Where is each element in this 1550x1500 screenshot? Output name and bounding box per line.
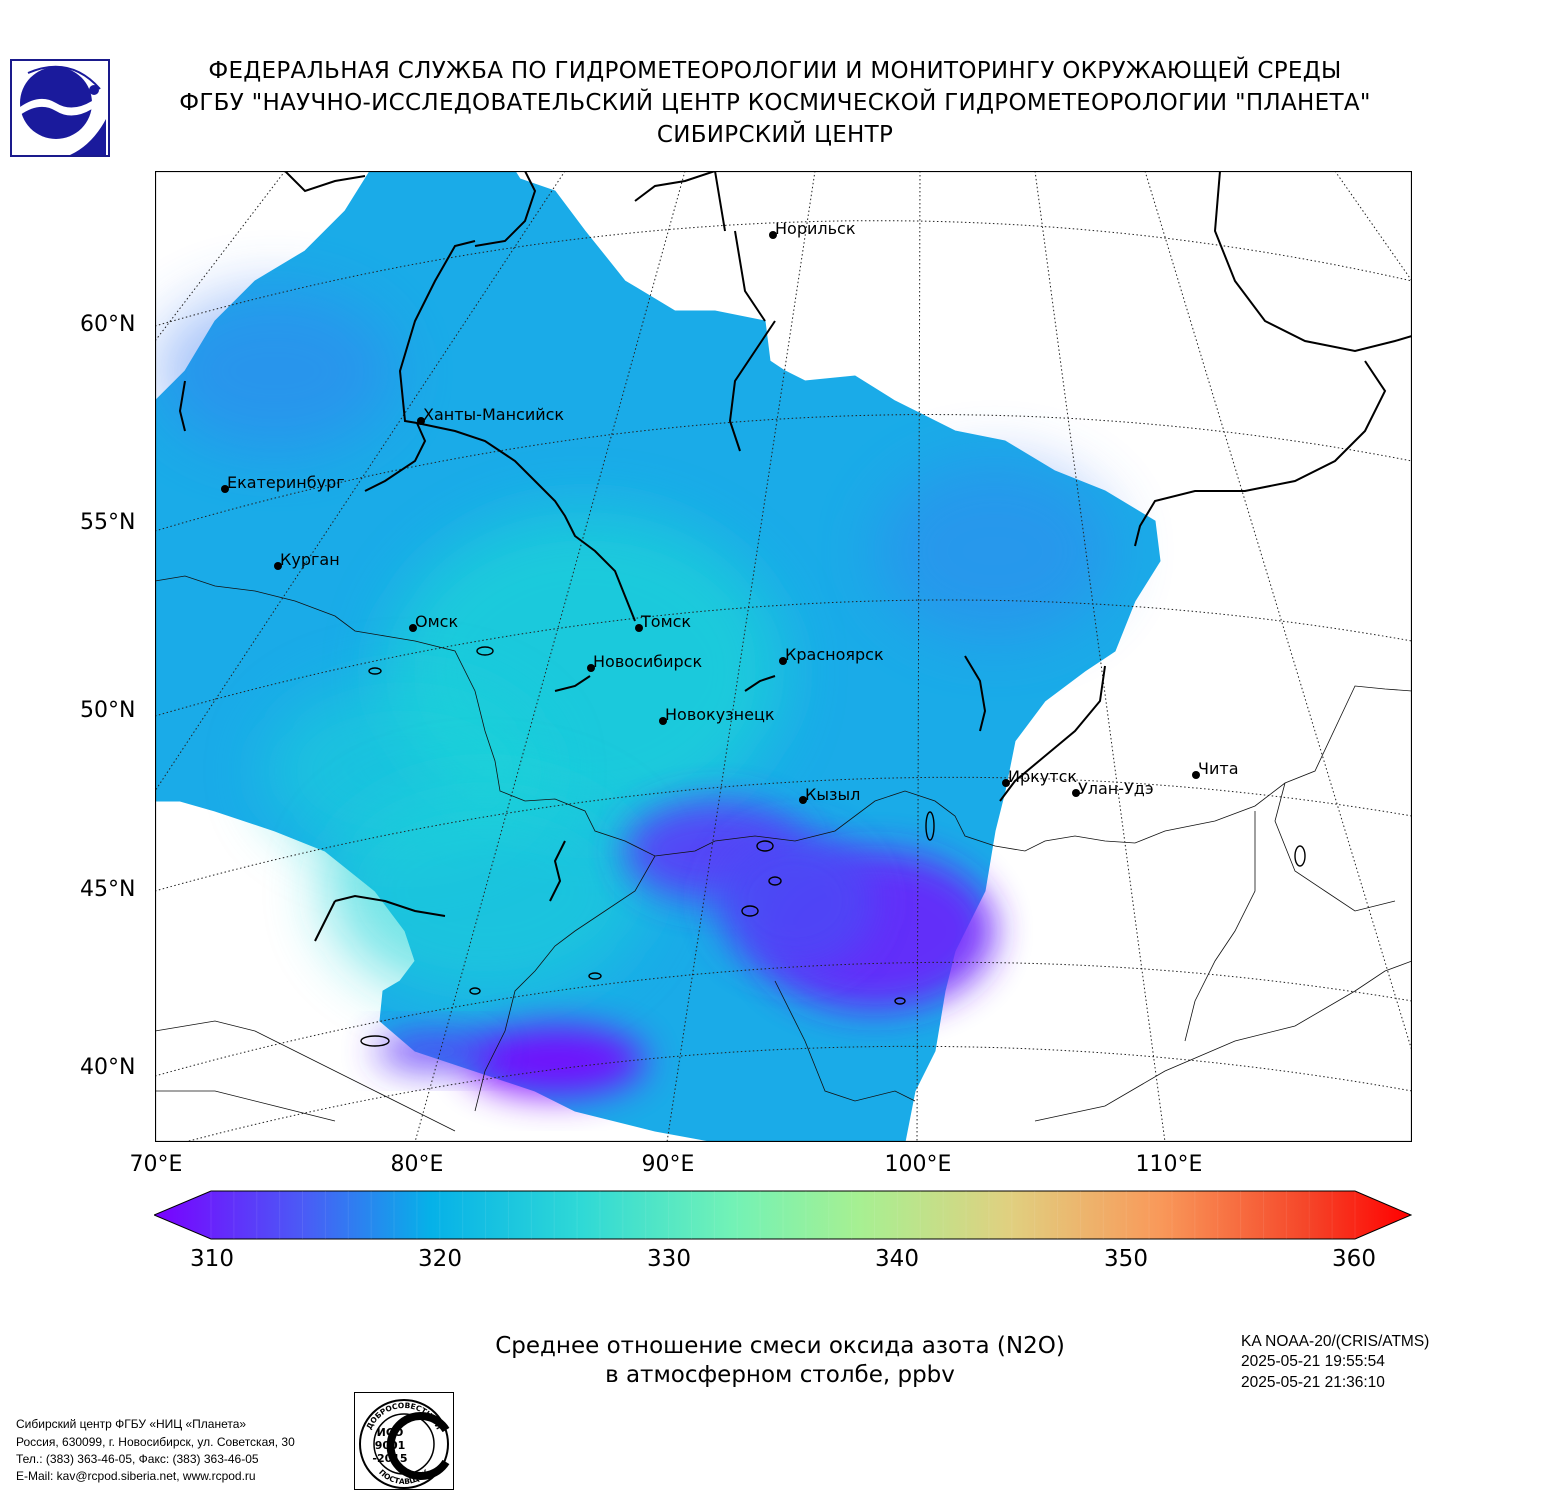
city-label: Чита bbox=[1198, 759, 1239, 778]
city-dot-ulan-ude bbox=[1072, 789, 1080, 797]
map-panel: Норильск Ханты-Мансийск Екатеринбург Кур… bbox=[154, 170, 1413, 1143]
caption-line-2: в атмосферном столбе, ppbv bbox=[605, 1362, 955, 1388]
colorbar-tick: 320 bbox=[418, 1246, 462, 1272]
satellite-time-end: 2025-05-21 21:36:10 bbox=[1241, 1374, 1385, 1391]
footer-org: Сибирский центр ФГБУ «НИЦ «Планета» bbox=[16, 1417, 247, 1431]
city-dot-norilsk bbox=[769, 231, 777, 239]
city-label: Красноярск bbox=[785, 645, 884, 664]
colorbar-tick: 330 bbox=[647, 1246, 691, 1272]
city-dot-irkutsk bbox=[1002, 779, 1010, 787]
city-dot-ekaterinburg bbox=[221, 485, 229, 493]
lon-label-100: 100°E bbox=[884, 1152, 952, 1177]
footer-address: Россия, 630099, г. Новосибирск, ул. Сове… bbox=[16, 1435, 295, 1449]
colorbar-tick: 360 bbox=[1332, 1246, 1376, 1272]
city-label: Иркутск bbox=[1008, 767, 1077, 786]
satellite-time-start: 2025-05-21 19:55:54 bbox=[1241, 1353, 1385, 1370]
footer-email: E-Mail: kav@rcpod.siberia.net, www.rcpod… bbox=[16, 1469, 256, 1483]
caption-line-1: Среднее отношение смеси оксида азота (N2… bbox=[495, 1333, 1065, 1359]
city-dot-kurgan bbox=[274, 562, 282, 570]
lakes bbox=[360, 646, 1306, 1047]
lon-label-80: 80°E bbox=[390, 1152, 444, 1177]
city-label: Кызыл bbox=[805, 785, 860, 804]
colorbar-tick: 310 bbox=[190, 1246, 234, 1272]
borders bbox=[155, 575, 1412, 1132]
lat-label-40: 40°N bbox=[80, 1055, 136, 1080]
city-markers: Норильск Ханты-Мансийск Екатеринбург Кур… bbox=[221, 219, 1239, 804]
iso-code-3: -2015 bbox=[372, 1452, 407, 1465]
city-label: Норильск bbox=[775, 219, 856, 238]
colorbar-tick: 350 bbox=[1104, 1246, 1148, 1272]
city-dot-chita bbox=[1192, 771, 1200, 779]
rivers bbox=[178, 171, 1412, 942]
header-line-2: ФГБУ "НАУЧНО-ИССЛЕДОВАТЕЛЬСКИЙ ЦЕНТР КОС… bbox=[179, 90, 1371, 116]
colorbar-fill bbox=[152, 1190, 1413, 1240]
city-label: Курган bbox=[280, 550, 340, 569]
city-label: Новокузнецк bbox=[665, 705, 775, 724]
city-dot-novosibirsk bbox=[587, 664, 595, 672]
map-frame bbox=[154, 170, 1413, 1143]
lon-label-110: 110°E bbox=[1135, 1152, 1203, 1177]
city-dot-omsk bbox=[409, 624, 417, 632]
city-label: Екатеринбург bbox=[227, 473, 345, 492]
colorbar bbox=[152, 1190, 1413, 1240]
lat-label-55: 55°N bbox=[80, 510, 136, 535]
city-label: Томск bbox=[640, 612, 691, 631]
city-dot-khanty-mansiysk bbox=[417, 417, 425, 425]
iso-9001-badge: ДОБРОСОВЕСТНЫЙ ПОСТАВЩИК ИСО 9001 -2015 bbox=[354, 1392, 454, 1490]
lat-label-45: 45°N bbox=[80, 877, 136, 902]
city-dot-krasnoyarsk bbox=[779, 657, 787, 665]
iso-code-2: 9001 bbox=[375, 1439, 406, 1452]
satellite-name: KA NOAA-20/(CRIS/ATMS) bbox=[1241, 1333, 1430, 1350]
footer-phone: Тел.: (383) 363-46-05, Факс: (383) 363-4… bbox=[16, 1452, 259, 1466]
city-dot-kyzyl bbox=[799, 796, 807, 804]
header-line-3: СИБИРСКИЙ ЦЕНТР bbox=[656, 122, 894, 148]
iso-code-1: ИСО bbox=[377, 1426, 404, 1439]
header-line-1: ФЕДЕРАЛЬНАЯ СЛУЖБА ПО ГИДРОМЕТЕОРОЛОГИИ … bbox=[208, 58, 1342, 84]
colorbar-tick: 340 bbox=[875, 1246, 919, 1272]
city-label: Ханты-Мансийск bbox=[423, 405, 564, 424]
n2o-field bbox=[155, 171, 1161, 1142]
lat-label-50: 50°N bbox=[80, 698, 136, 723]
city-label: Омск bbox=[415, 612, 458, 631]
city-dot-novokuznetsk bbox=[659, 717, 667, 725]
map-svg: Норильск Ханты-Мансийск Екатеринбург Кур… bbox=[154, 170, 1413, 1143]
graticule bbox=[155, 171, 1412, 1142]
lon-label-90: 90°E bbox=[641, 1152, 695, 1177]
city-label: Улан-Удэ bbox=[1078, 779, 1154, 798]
lat-label-60: 60°N bbox=[80, 312, 136, 337]
planeta-logo bbox=[10, 59, 110, 157]
lon-label-70: 70°E bbox=[129, 1152, 183, 1177]
city-label: Новосибирск bbox=[593, 652, 702, 671]
city-dot-tomsk bbox=[635, 624, 643, 632]
